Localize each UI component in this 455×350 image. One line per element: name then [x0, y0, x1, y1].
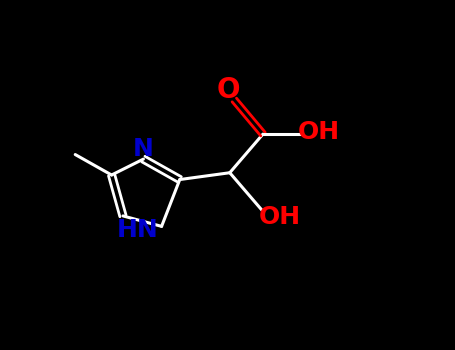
Text: OH: OH — [298, 120, 339, 144]
Text: O: O — [217, 76, 241, 104]
Text: HN: HN — [117, 218, 159, 242]
Text: OH: OH — [259, 205, 301, 229]
Text: N: N — [133, 137, 154, 161]
